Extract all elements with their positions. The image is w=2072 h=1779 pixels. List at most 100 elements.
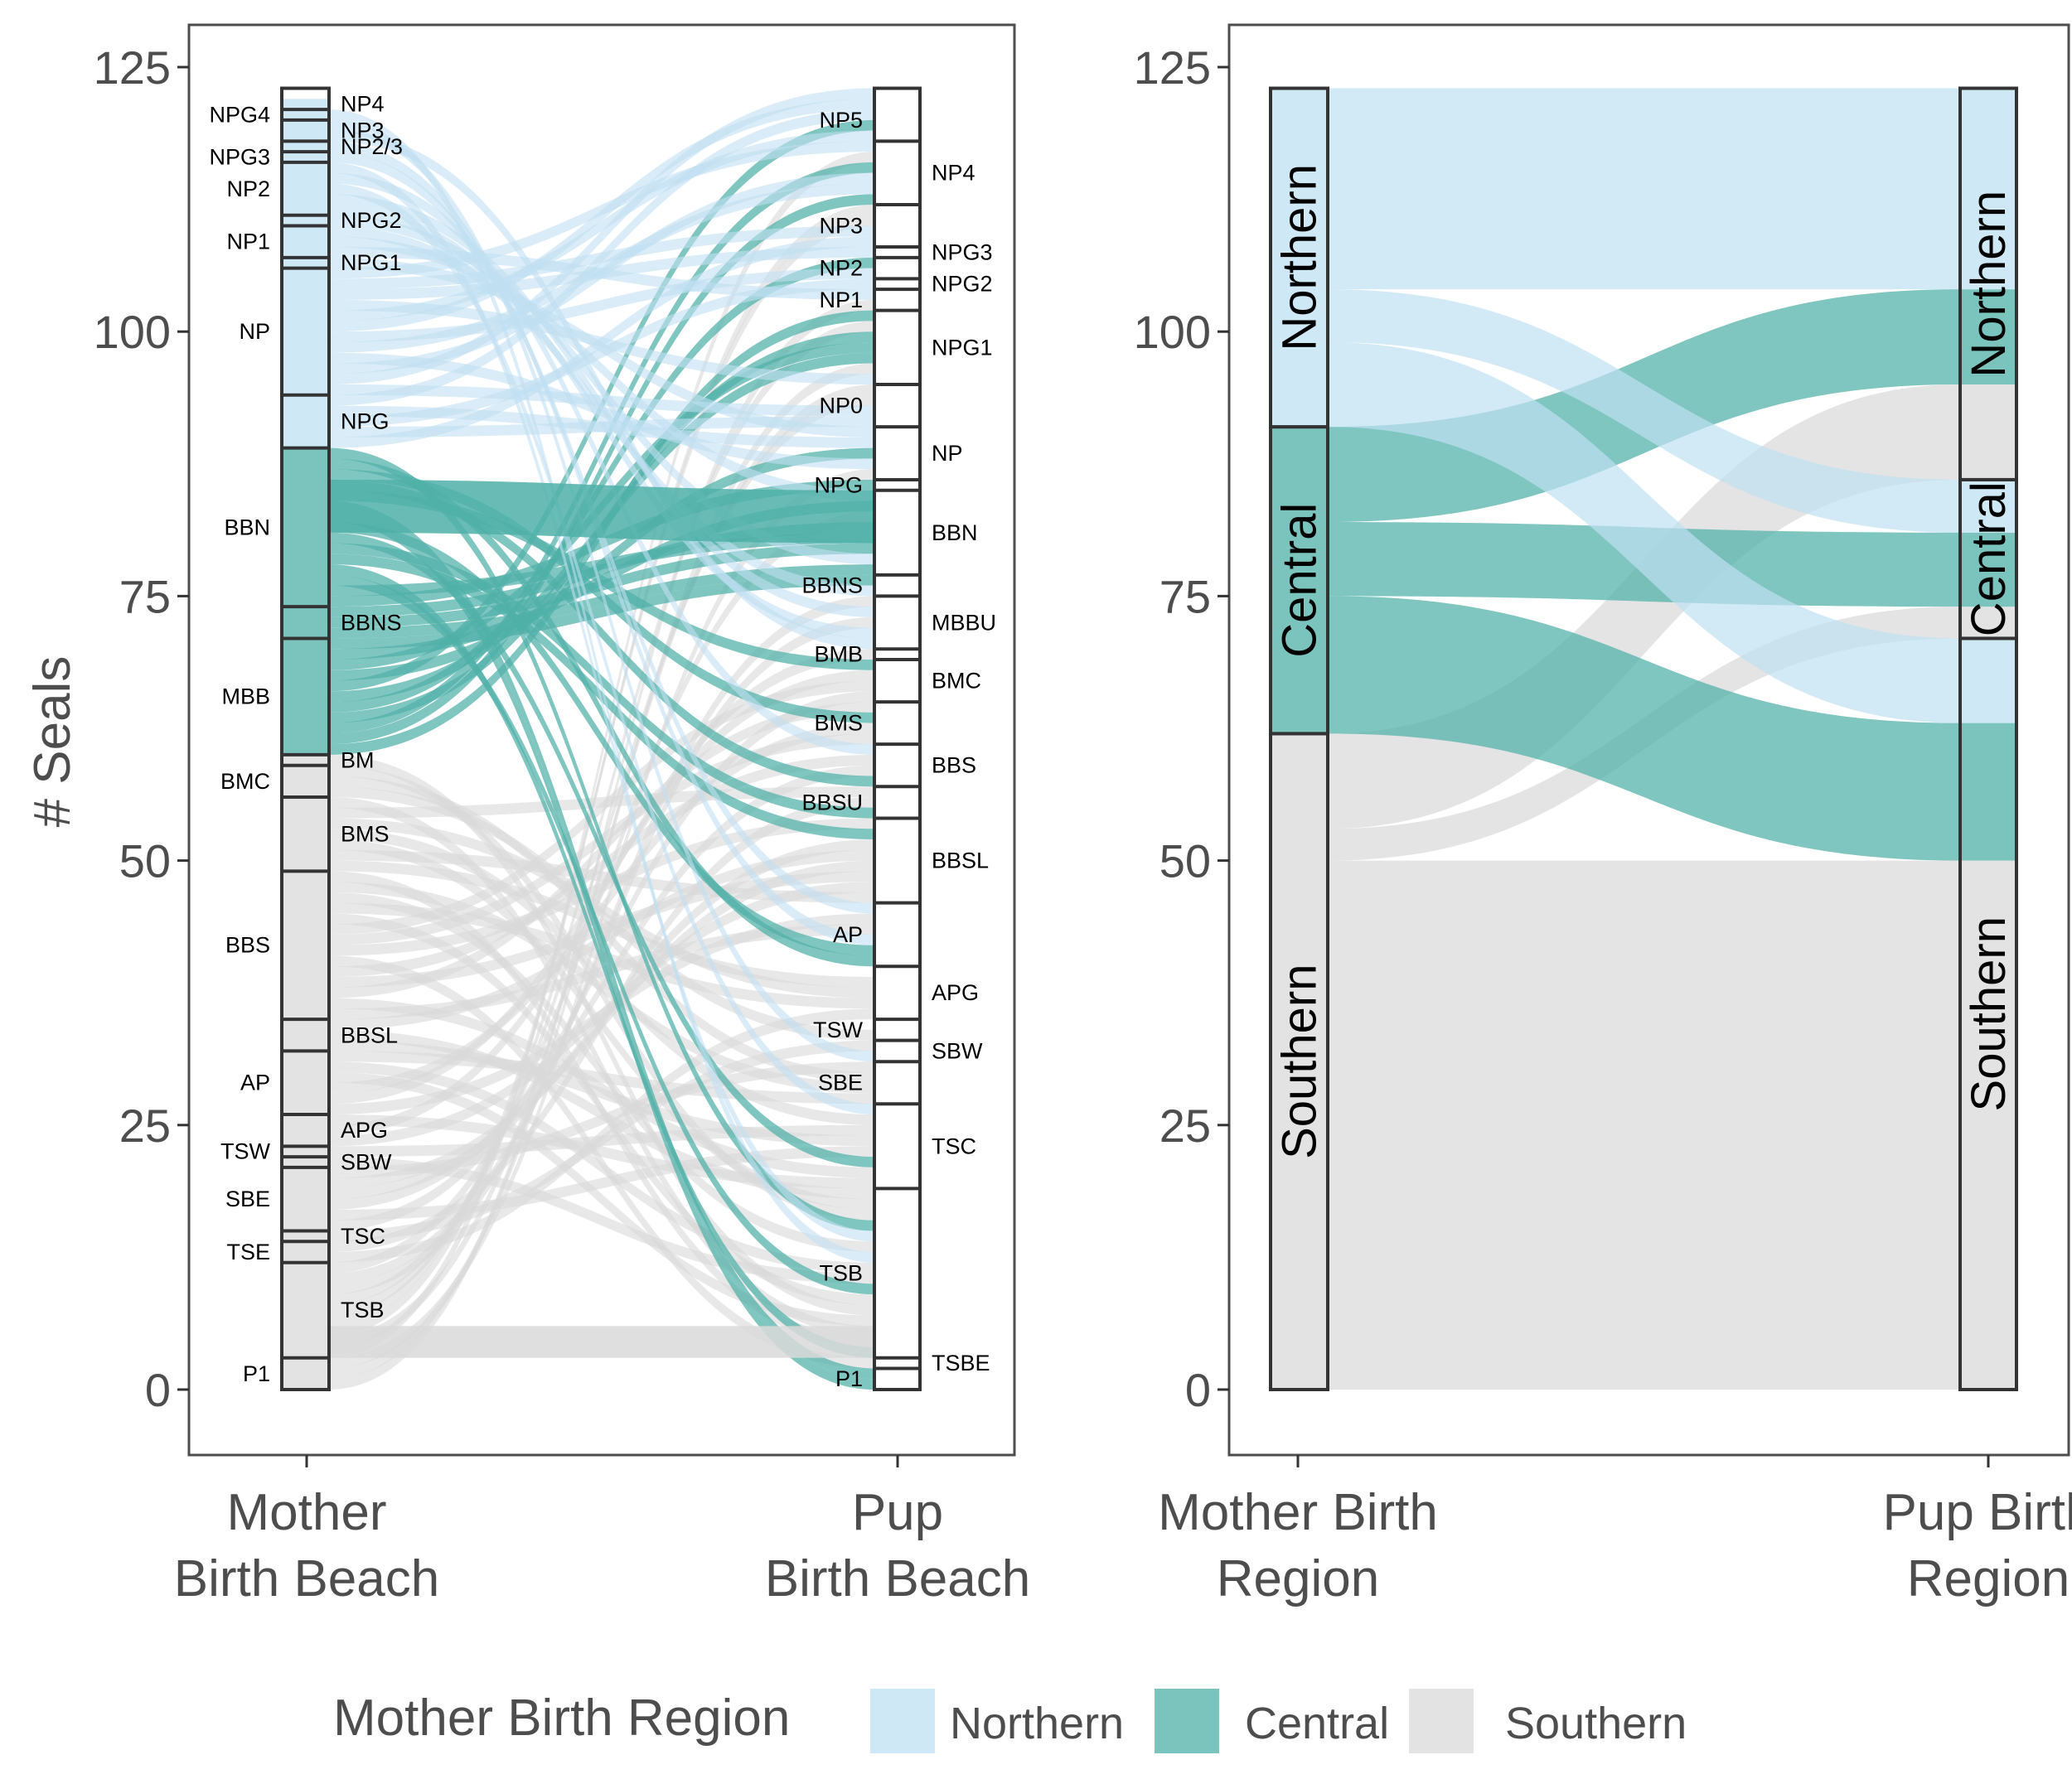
flow-southern xyxy=(329,215,874,1327)
flow-northern xyxy=(329,172,874,755)
beach-strata xyxy=(280,86,922,1391)
mother-beach-label: TSB xyxy=(341,1298,385,1322)
mother-axis-box xyxy=(280,86,331,1391)
pup-stratum-np0 xyxy=(874,384,920,427)
pup-axis-box xyxy=(873,86,922,1391)
pup-beach-label: NP2 xyxy=(819,256,863,281)
pup-beach-label: NP xyxy=(932,441,963,466)
region-flow-northern-to-southern xyxy=(1328,341,1960,723)
mother-region-stratum-southern xyxy=(1269,732,1329,1391)
flow-northern xyxy=(329,183,874,353)
flow-southern xyxy=(329,818,874,956)
mother-beach-label: NPG3 xyxy=(209,145,270,170)
mother-stratum-mbb xyxy=(282,638,329,755)
pup-beach-label: BMS xyxy=(814,711,863,736)
mother-stratum-sbw xyxy=(282,1157,329,1167)
mother-beach-label: TSC xyxy=(341,1224,385,1249)
flow-central xyxy=(329,574,874,650)
mother-stratum-tsw xyxy=(282,1146,329,1158)
mother-beach-label: AP xyxy=(240,1071,270,1095)
pup-stratum-bbs xyxy=(874,744,920,786)
flow-southern xyxy=(329,1061,874,1274)
mother-stratum-sbe xyxy=(282,1167,329,1231)
panel-region-alluvial: Southern Central Northern Southern Central No… xyxy=(1134,23,2072,1607)
mother-beach-label: MBB xyxy=(221,684,270,709)
region-flow-central-to-southern xyxy=(1328,596,1960,861)
x-axis-label: Region xyxy=(1217,1550,1379,1607)
pup-beach-label: APG xyxy=(932,980,979,1005)
mother-beach-label: TSW xyxy=(220,1139,271,1164)
flow-southern xyxy=(329,913,874,1115)
legend-key-southern xyxy=(1409,1689,1474,1753)
mother-region-stratum-label: Southern xyxy=(1273,964,1327,1158)
pup-beach-label: SBE xyxy=(818,1071,863,1095)
pup-region-fill-central xyxy=(1960,532,2016,607)
mother-stratum-np3 xyxy=(282,119,329,142)
mother-stratum-bbns xyxy=(282,607,329,639)
y-tick-label: 125 xyxy=(1134,41,1211,94)
flow-central xyxy=(329,500,874,1380)
pup-beach-label: BBN xyxy=(932,520,978,545)
pup-beach-label: TSBE xyxy=(932,1351,990,1375)
flow-central xyxy=(329,479,874,787)
mother-beach-label: BMS xyxy=(341,822,390,847)
mother-beach-label: P1 xyxy=(243,1361,270,1386)
mother-beach-label: SBW xyxy=(341,1149,392,1174)
region-flows xyxy=(1328,88,1960,1390)
beach-axes: 0 25 50 75 100 125 Mother Birth Beach Pup Birth B… xyxy=(94,41,1031,1607)
mother-beach-label: NPG2 xyxy=(341,208,402,233)
mother-beach-label: BBNS xyxy=(341,610,402,635)
flow-southern xyxy=(329,882,874,1094)
region-axes: 0 25 50 75 100 125 Mother Birth Region Pup Birth… xyxy=(1134,41,2072,1607)
pup-beach-label: MBBU xyxy=(932,610,996,635)
x-axis-label: Pup Birth xyxy=(1882,1484,2072,1541)
mother-stratum-ap xyxy=(282,1051,329,1115)
mother-stratum-tse xyxy=(282,1241,329,1263)
mother-stratum-np2 xyxy=(282,162,329,215)
pup-stratum-apg xyxy=(874,966,920,1019)
flow-central xyxy=(329,511,874,1390)
x-axis-label: Region xyxy=(1907,1550,2070,1607)
y-tick-label: 0 xyxy=(145,1364,171,1416)
x-axis-label: Birth Beach xyxy=(765,1550,1031,1607)
legend-title: Mother Birth Region xyxy=(333,1690,790,1747)
pup-region-fill-central xyxy=(1960,289,2016,385)
mother-stratum-npg2 xyxy=(282,215,329,226)
mother-stratum-bbs xyxy=(282,871,329,1020)
mother-stratum-np4 xyxy=(282,99,329,110)
pup-stratum-bbsl xyxy=(874,819,920,903)
flow-southern xyxy=(329,871,874,1347)
mother-stratum-np1 xyxy=(282,225,329,258)
mother-region-stratum-label: Central xyxy=(1273,503,1327,658)
mother-beach-label: NP3 xyxy=(341,118,385,143)
pup-beach-label: BBNS xyxy=(801,573,863,598)
beach-flows xyxy=(329,88,874,1390)
flow-central xyxy=(329,490,874,670)
mother-beach-label: BM xyxy=(341,747,375,772)
pup-stratum-np5 xyxy=(874,99,920,141)
pup-beach-label: TSC xyxy=(932,1134,976,1158)
flow-northern xyxy=(329,109,874,1263)
mother-stratum-bm xyxy=(282,754,329,766)
pup-beach-label: NP4 xyxy=(932,161,975,186)
flow-northern xyxy=(329,225,874,597)
x-axis-label: Pup xyxy=(852,1484,943,1541)
x-axis-label: Mother xyxy=(227,1484,387,1541)
pup-stratum-np2 xyxy=(874,258,920,279)
pup-beach-label: NPG1 xyxy=(932,335,993,360)
pup-beach-label: NP5 xyxy=(819,108,863,133)
y-tick-label: 100 xyxy=(1134,306,1211,358)
pup-stratum-bbsu xyxy=(874,786,920,818)
pup-beach-label: NPG3 xyxy=(932,239,993,264)
pup-beach-label: NPG xyxy=(814,472,863,497)
flow-northern xyxy=(329,236,874,501)
y-tick-label: 125 xyxy=(94,41,171,94)
legend-label-central: Central xyxy=(1245,1699,1389,1748)
pup-stratum-bbns xyxy=(874,575,920,597)
pup-stratum-p1 xyxy=(874,1368,920,1390)
y-tick-label: 50 xyxy=(119,835,171,887)
mother-stratum-bms xyxy=(282,796,329,872)
flow-northern xyxy=(329,141,874,279)
pup-region-fill-southern xyxy=(1960,607,2016,639)
flow-northern xyxy=(329,268,874,342)
